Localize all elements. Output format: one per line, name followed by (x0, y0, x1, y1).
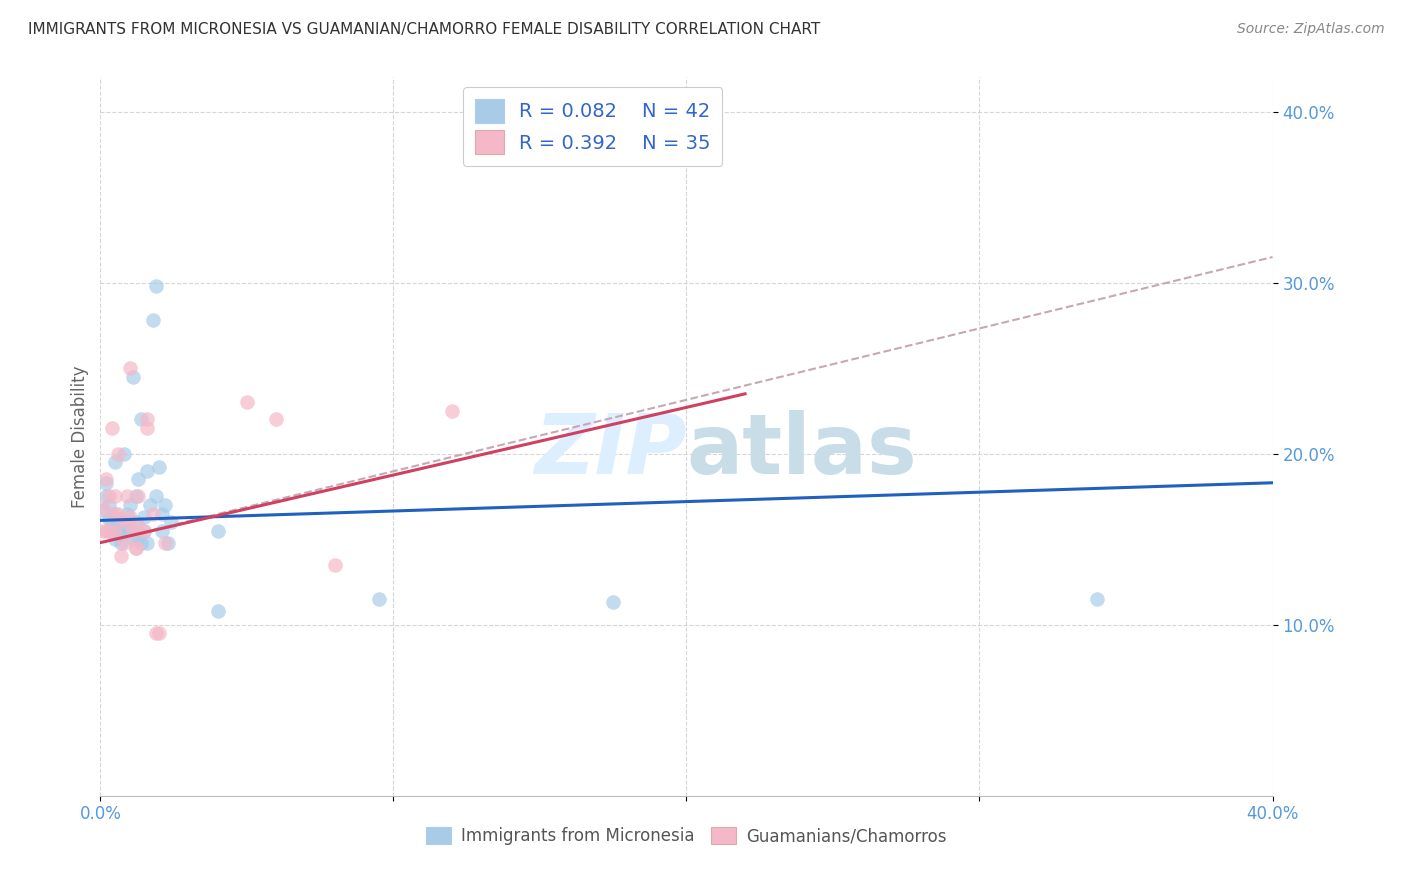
Point (110, 511, 132, 525)
Point (145, 279, 167, 293)
Point (96, 475, 118, 490)
Point (148, 460, 170, 475)
Point (98, 511, 121, 525)
Point (127, 533, 149, 547)
Point (139, 498, 162, 512)
Point (91, 501, 114, 516)
Point (124, 541, 146, 555)
Point (136, 412, 159, 426)
Point (136, 535, 159, 549)
Point (134, 524, 156, 538)
Point (127, 490, 149, 504)
Point (101, 421, 124, 435)
Point (112, 447, 135, 461)
Point (145, 626, 167, 640)
Point (104, 490, 127, 504)
Point (367, 592, 389, 607)
Point (145, 490, 167, 504)
Point (101, 515, 124, 529)
Point (118, 498, 141, 512)
Point (107, 507, 129, 521)
Point (440, 404, 463, 418)
Point (142, 507, 165, 521)
Point (131, 535, 153, 549)
Point (107, 524, 129, 538)
Point (91, 503, 114, 517)
Point (124, 541, 146, 555)
Point (112, 535, 135, 549)
Point (150, 524, 173, 538)
Point (115, 515, 138, 529)
Point (104, 524, 127, 538)
Point (153, 535, 176, 549)
Point (118, 361, 141, 376)
Point (264, 412, 287, 426)
Point (124, 490, 146, 504)
Point (107, 447, 129, 461)
Point (323, 558, 346, 572)
Point (134, 510, 156, 524)
Point (156, 535, 179, 549)
Point (121, 533, 143, 547)
Point (115, 490, 138, 504)
Point (96, 524, 118, 538)
Point (91, 524, 114, 538)
Point (98, 524, 121, 538)
Point (107, 515, 129, 529)
Point (127, 518, 149, 533)
Point (121, 369, 143, 384)
Point (142, 313, 165, 327)
Point (112, 515, 135, 529)
Legend: R = 0.082    N = 42, R = 0.392    N = 35: R = 0.082 N = 42, R = 0.392 N = 35 (463, 87, 723, 166)
Point (150, 507, 173, 521)
Point (98, 490, 121, 504)
Point (101, 507, 124, 521)
Text: IMMIGRANTS FROM MICRONESIA VS GUAMANIAN/CHAMORRO FEMALE DISABILITY CORRELATION C: IMMIGRANTS FROM MICRONESIA VS GUAMANIAN/… (28, 22, 820, 37)
Point (115, 524, 138, 538)
Point (104, 455, 127, 469)
Point (134, 524, 156, 538)
Point (110, 549, 132, 564)
Point (236, 395, 259, 409)
Point (124, 515, 146, 529)
Point (104, 507, 127, 521)
Point (207, 524, 229, 538)
Y-axis label: Female Disability: Female Disability (72, 366, 89, 508)
Text: ZIP: ZIP (534, 410, 686, 491)
Point (148, 626, 170, 640)
Point (110, 535, 132, 549)
Point (136, 421, 159, 435)
Point (104, 533, 127, 547)
Point (118, 524, 141, 538)
Point (159, 515, 181, 529)
Point (96, 472, 118, 486)
Point (602, 595, 624, 609)
Point (96, 490, 118, 504)
Point (115, 507, 138, 521)
Point (110, 527, 132, 541)
Point (118, 510, 141, 524)
Point (131, 412, 153, 426)
Point (1085, 592, 1108, 607)
Point (101, 524, 124, 538)
Point (153, 498, 176, 512)
Point (127, 472, 149, 486)
Text: atlas: atlas (686, 410, 917, 491)
Point (207, 604, 229, 618)
Point (121, 524, 143, 538)
Text: Source: ZipAtlas.com: Source: ZipAtlas.com (1237, 22, 1385, 37)
Point (136, 464, 159, 478)
Point (98, 498, 121, 512)
